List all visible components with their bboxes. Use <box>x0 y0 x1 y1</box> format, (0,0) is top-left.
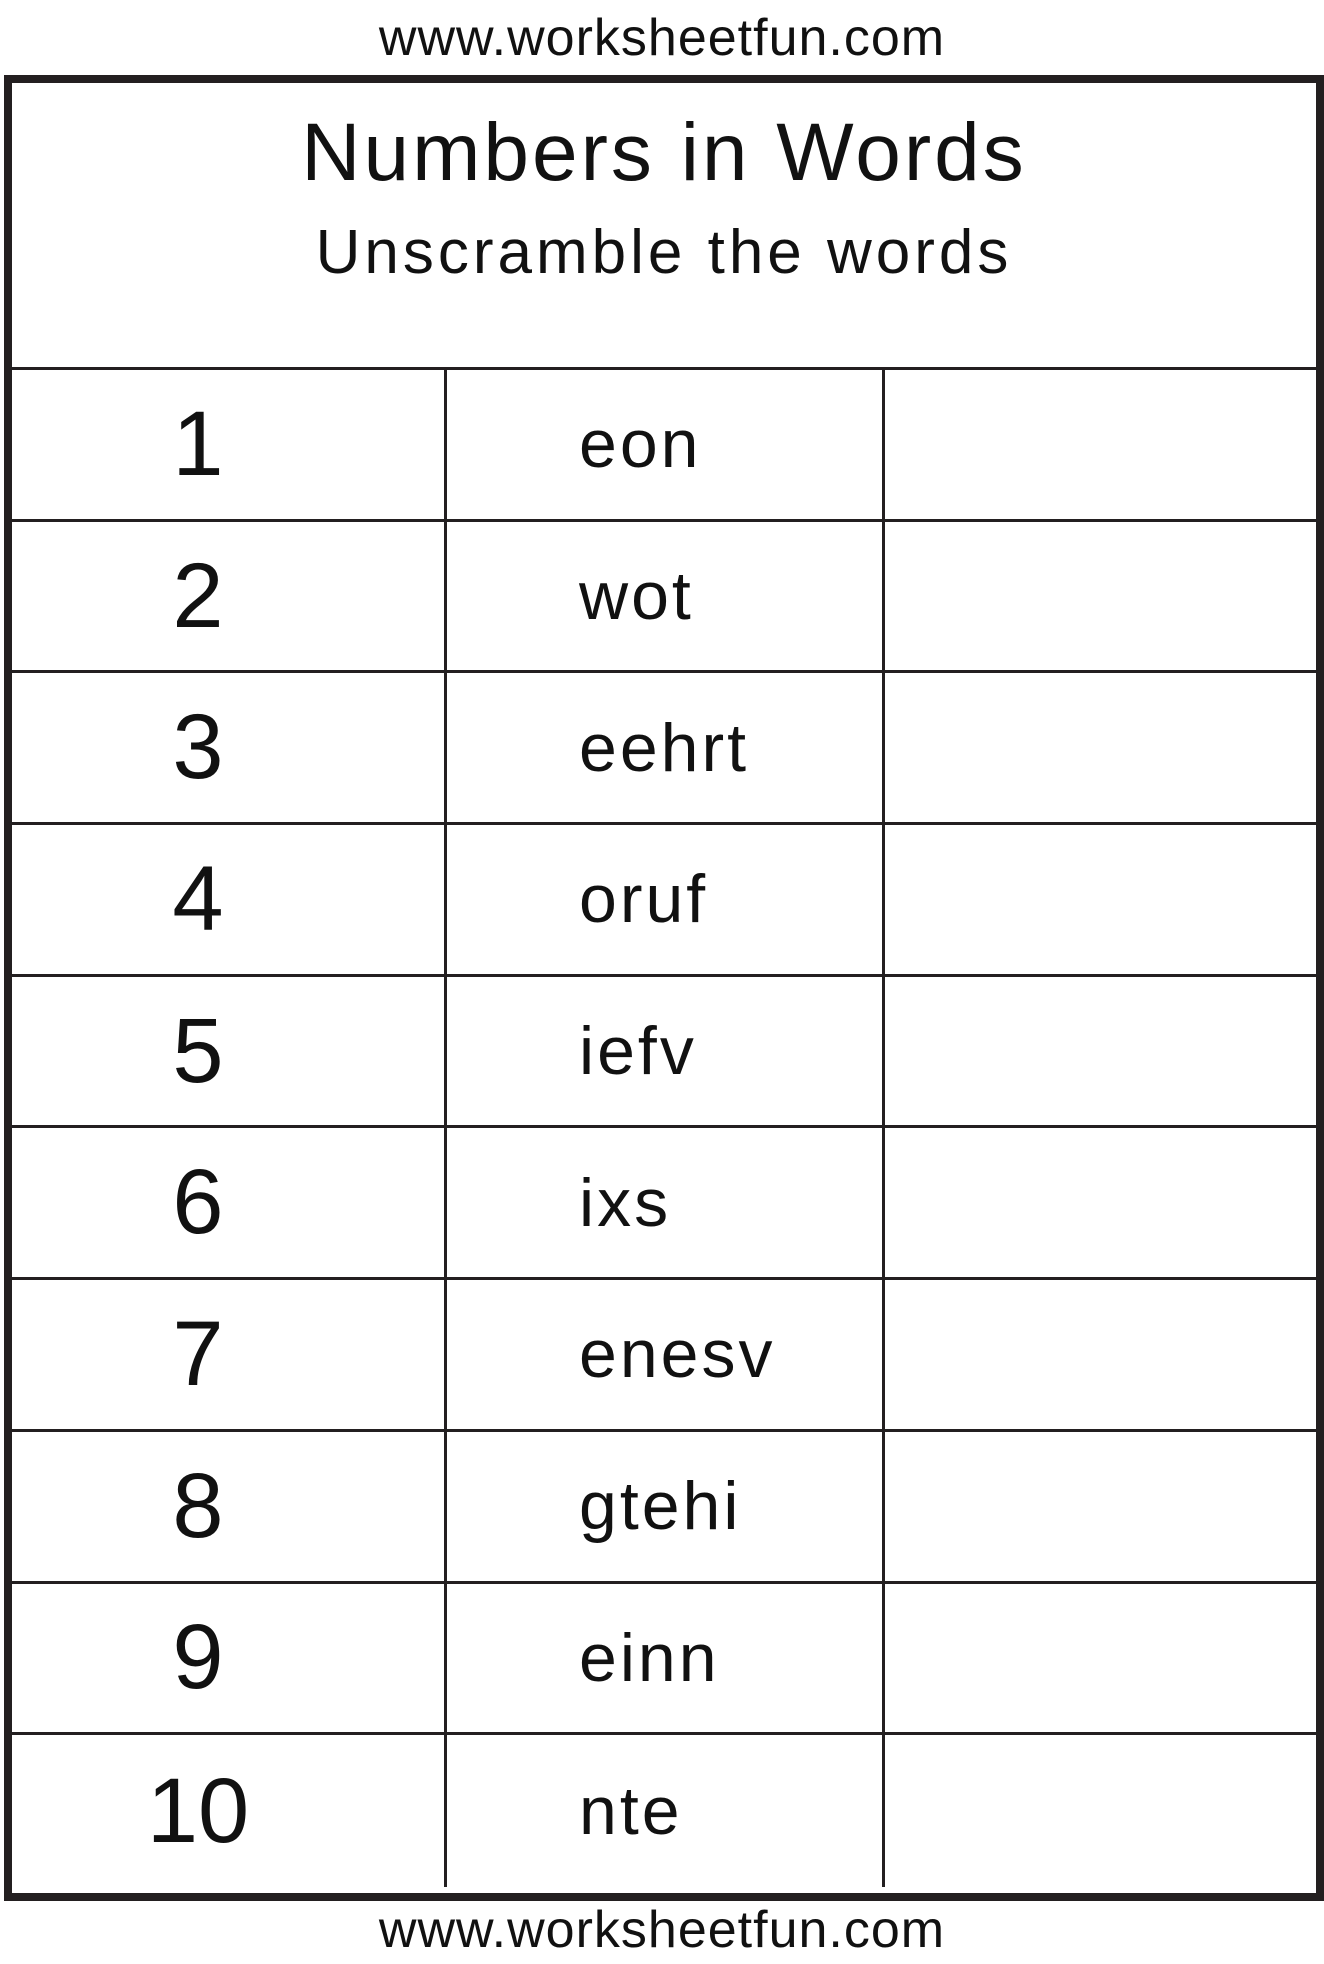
answer-box[interactable] <box>882 976 1316 1126</box>
answer-box[interactable] <box>882 1431 1316 1581</box>
row-number: 7 <box>172 1302 224 1405</box>
scrambled-word: eon <box>444 370 882 519</box>
table-row: 6 ixs <box>12 1128 1316 1281</box>
scrambled-word: eehrt <box>444 673 882 823</box>
table-row: 3 eehrt <box>12 673 1316 826</box>
answer-box[interactable] <box>882 1583 1316 1733</box>
scrambled-word: iefv <box>444 976 882 1126</box>
table-row: 2 wot <box>12 521 1316 674</box>
scrambled-word: nte <box>444 1735 882 1887</box>
row-number: 3 <box>172 696 224 799</box>
scrambled-word: wot <box>444 521 882 671</box>
answer-box[interactable] <box>882 521 1316 671</box>
row-number: 1 <box>172 392 224 495</box>
table-row: 1 eon <box>12 370 1316 522</box>
table-row: 9 einn <box>12 1583 1316 1736</box>
row-number: 6 <box>172 1151 224 1254</box>
worksheet-title: Numbers in Words <box>301 107 1027 198</box>
table-row: 8 gtehi <box>12 1431 1316 1584</box>
table-row: 4 oruf <box>12 825 1316 977</box>
scrambled-word: ixs <box>444 1128 882 1278</box>
row-number: 10 <box>146 1759 250 1862</box>
worksheet-header: Numbers in Words Unscramble the words <box>12 83 1316 370</box>
row-number: 8 <box>172 1454 224 1557</box>
answer-box[interactable] <box>882 1735 1316 1887</box>
answer-box[interactable] <box>882 1280 1316 1429</box>
answer-box[interactable] <box>882 673 1316 823</box>
table-row: 5 iefv <box>12 976 1316 1129</box>
row-number: 9 <box>172 1606 224 1709</box>
scrambled-word: einn <box>444 1583 882 1733</box>
website-url-bottom: www.worksheetfun.com <box>378 1901 946 1959</box>
table-row: 7 enesv <box>12 1280 1316 1432</box>
answer-box[interactable] <box>882 825 1316 974</box>
scrambled-word: oruf <box>444 825 882 974</box>
website-url-top: www.worksheetfun.com <box>378 9 946 67</box>
exercise-rows: 1 eon 2 wot 3 eehrt 4 oruf 5 iefv 6 ixs 7 enesv 8 gtehi… <box>12 370 1316 1887</box>
table-row: 10 nte <box>12 1735 1316 1887</box>
scrambled-word: gtehi <box>444 1431 882 1581</box>
scrambled-word: enesv <box>444 1280 882 1429</box>
row-number: 2 <box>172 544 224 647</box>
answer-box[interactable] <box>882 1128 1316 1278</box>
answer-box[interactable] <box>882 370 1316 519</box>
row-number: 5 <box>172 999 224 1102</box>
worksheet-instructions: Unscramble the words <box>315 218 1013 287</box>
row-number: 4 <box>172 847 224 950</box>
worksheet-table: Numbers in Words Unscramble the words 1 e… <box>4 75 1324 1901</box>
